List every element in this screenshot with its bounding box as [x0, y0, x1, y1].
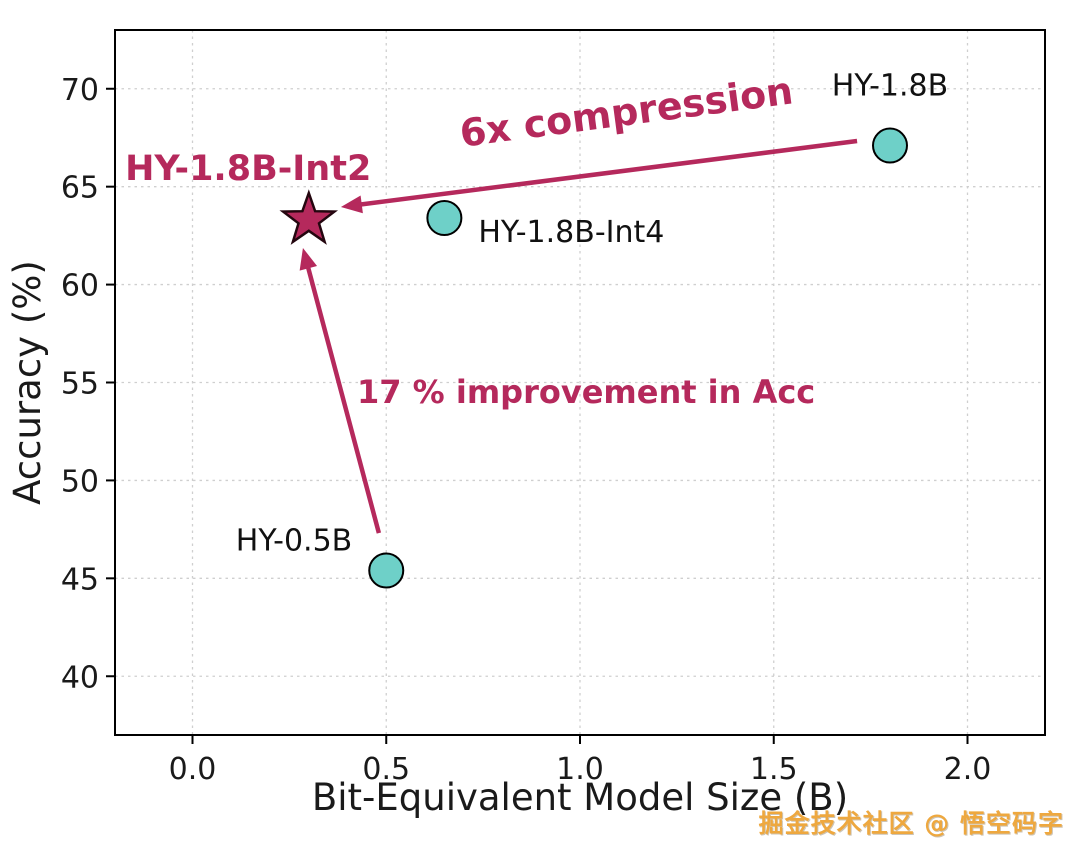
x-tick-label: 0.5	[362, 752, 410, 787]
y-tick-label: 50	[61, 464, 99, 499]
y-axis-label: Accuracy (%)	[6, 260, 49, 505]
y-tick-label: 65	[61, 171, 99, 206]
y-tick-label: 60	[61, 269, 99, 304]
improvement-arrow-head	[299, 247, 318, 271]
y-tick-label: 45	[61, 562, 99, 597]
y-tick-label: 40	[61, 660, 99, 695]
point-label-HY-1.8B-Int4: HY-1.8B-Int4	[478, 215, 664, 250]
x-tick-label: 1.0	[556, 752, 604, 787]
int2-label: HY-1.8B-Int2	[125, 149, 371, 189]
improvement-label: 17 % improvement in Acc	[357, 373, 815, 411]
x-tick-label: 0.0	[169, 752, 217, 787]
improvement-arrow-line	[303, 258, 382, 534]
compression-arrow-head	[340, 195, 363, 214]
data-point-HY-1.8B-Int2	[279, 189, 339, 245]
x-tick-label: 1.5	[750, 752, 798, 787]
y-tick-label: 70	[61, 73, 99, 108]
x-axis-label: Bit-Equivalent Model Size (B)	[312, 776, 848, 819]
compression-arrow-line	[352, 138, 858, 208]
data-point-HY-0.5B	[368, 552, 405, 589]
x-tick-label: 2.0	[944, 752, 992, 787]
point-label-HY-0.5B: HY-0.5B	[236, 524, 352, 559]
data-point-HY-1.8B	[872, 127, 908, 164]
watermark: 掘金技术社区 @ 悟空码字	[758, 809, 1064, 838]
compression-label: 6x compression	[457, 68, 795, 155]
point-label-HY-1.8B: HY-1.8B	[832, 69, 948, 104]
y-tick-label: 55	[61, 367, 99, 402]
data-point-HY-1.8B-Int4	[426, 200, 463, 236]
